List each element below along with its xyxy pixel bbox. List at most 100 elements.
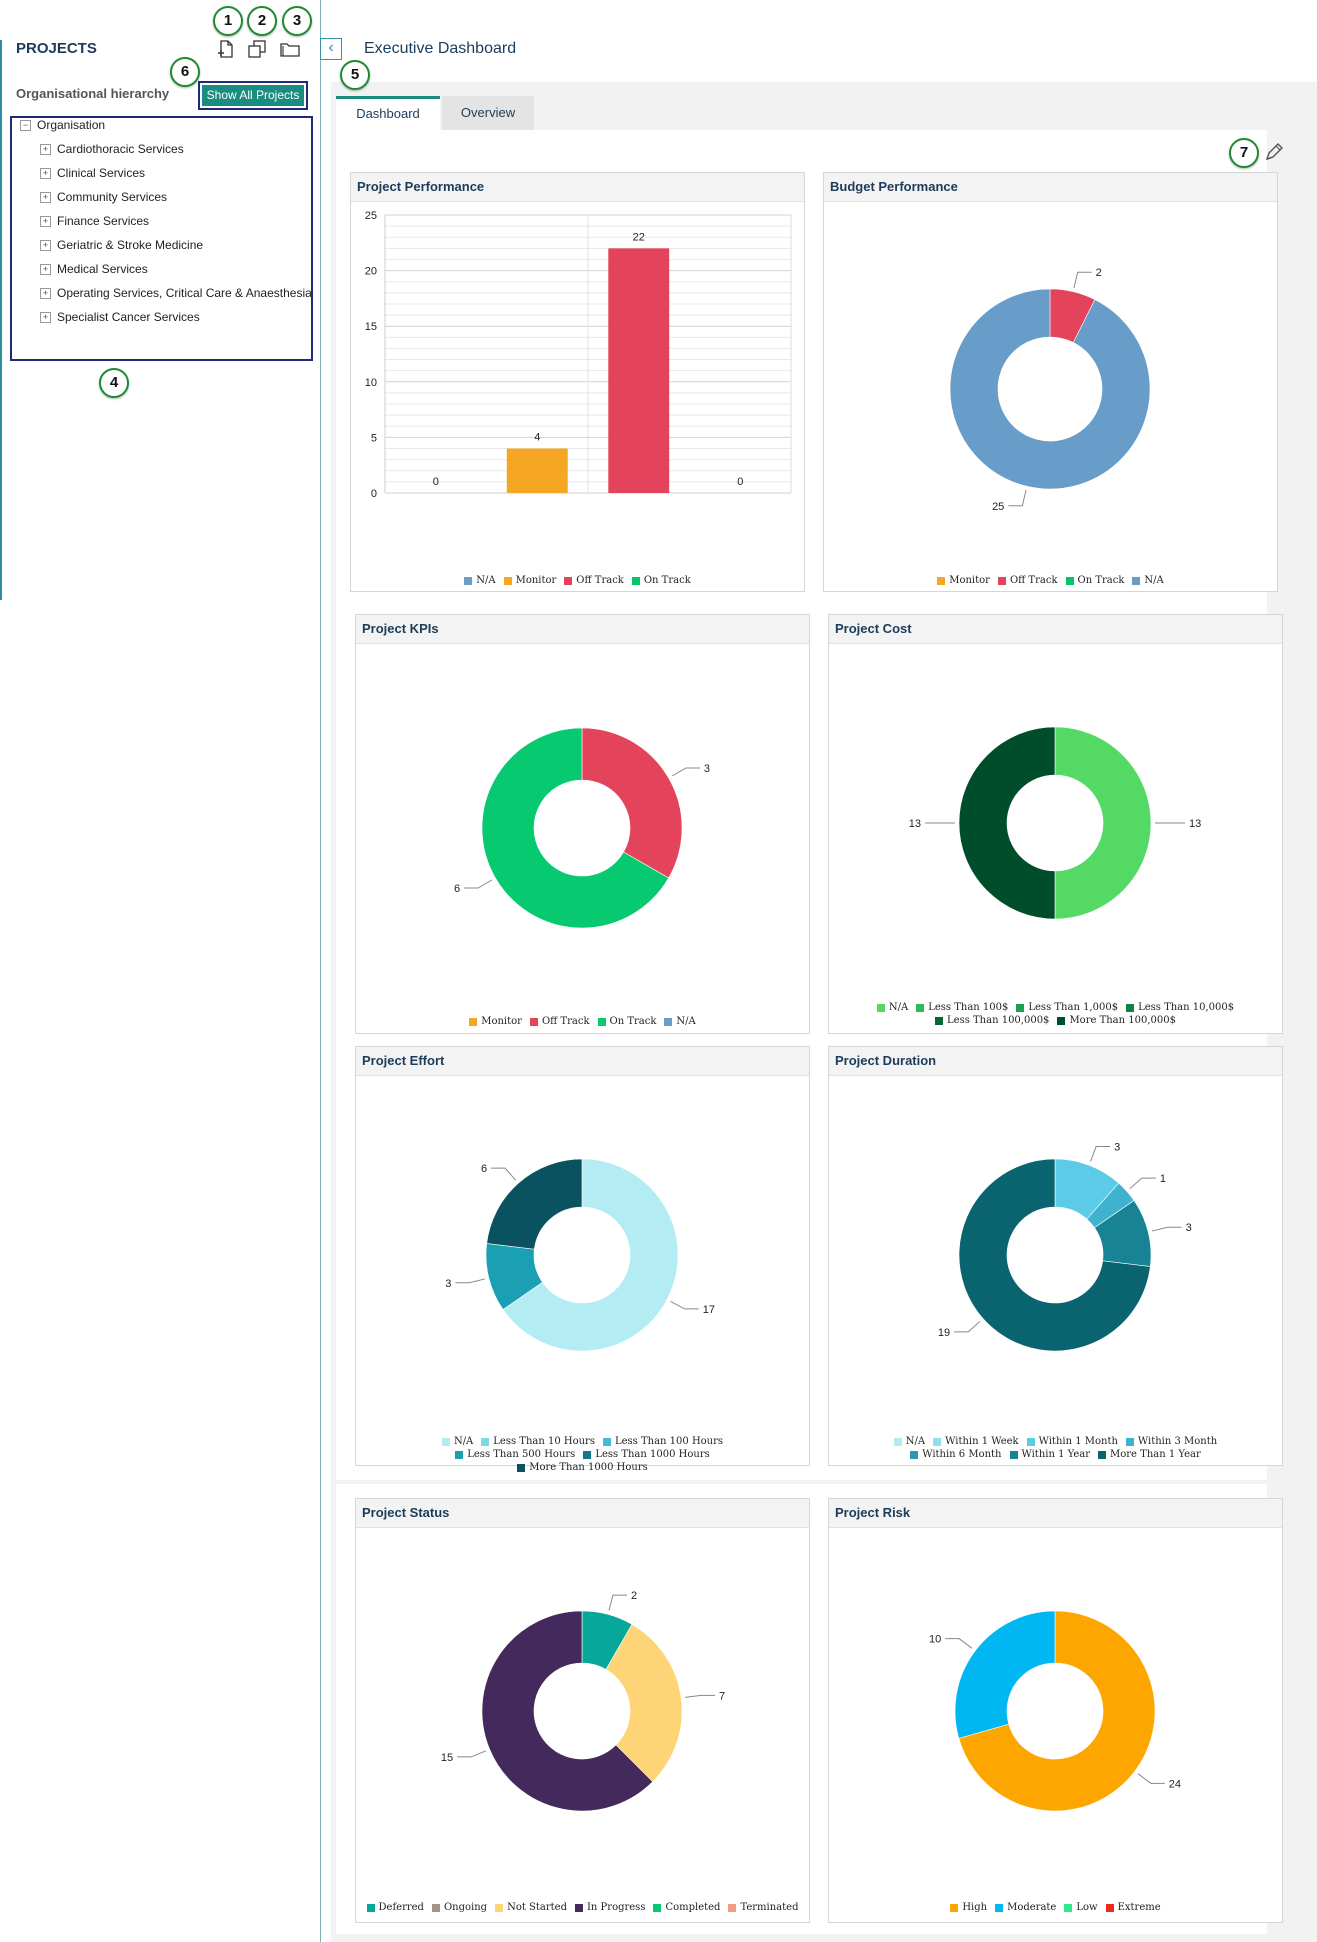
slice-less-than-100[interactable] xyxy=(1054,726,1152,920)
legend-swatch xyxy=(933,1437,942,1446)
legend-item-less-than-10-hours[interactable]: Less Than 10 Hours xyxy=(481,1435,595,1448)
legend-label: N/A xyxy=(676,1016,696,1027)
pencil-icon[interactable] xyxy=(1262,140,1286,164)
slice-on-track[interactable] xyxy=(481,727,670,929)
legend-item-less-than-500-hours[interactable]: Less Than 500 Hours xyxy=(455,1448,575,1461)
legend-item-off-track[interactable]: Off Track xyxy=(564,574,624,587)
legend-item-n-a[interactable]: N/A xyxy=(664,1015,696,1028)
legend-item-off-track[interactable]: Off Track xyxy=(529,1015,590,1028)
callout-marker: 3 xyxy=(282,6,312,36)
legend-label: On Track xyxy=(1077,575,1125,586)
slice-moderate[interactable] xyxy=(954,1610,1056,1739)
legend-item-on-track[interactable]: On Track xyxy=(597,1015,656,1028)
tree-item[interactable]: + Community Services xyxy=(40,190,167,204)
expand-toggle-icon[interactable]: + xyxy=(40,288,51,300)
expand-toggle-icon[interactable]: + xyxy=(40,168,51,180)
add-page-icon[interactable] xyxy=(215,38,237,60)
collapse-panel-button[interactable]: ‹ xyxy=(320,38,342,60)
legend-item-moderate[interactable]: Moderate xyxy=(995,1901,1056,1914)
tab-overview[interactable]: Overview xyxy=(442,96,534,130)
tree-item[interactable]: + Geriatric & Stroke Medicine xyxy=(40,238,203,252)
bar-monitor[interactable] xyxy=(506,448,568,493)
legend-swatch xyxy=(1126,1003,1135,1012)
leader-line xyxy=(670,1301,699,1310)
legend-item-less-than-1-000[interactable]: Less Than 1,000$ xyxy=(1016,1001,1118,1014)
legend-item-more-than-100-000[interactable]: More Than 100,000$ xyxy=(1057,1014,1176,1027)
expand-toggle-icon[interactable]: + xyxy=(40,264,51,276)
legend-item-less-than-100-hours[interactable]: Less Than 100 Hours xyxy=(602,1435,723,1448)
expand-toggle-icon[interactable]: + xyxy=(40,216,51,228)
legend-item-monitor[interactable]: Monitor xyxy=(937,574,990,587)
slice-within-6-month[interactable] xyxy=(958,1158,1151,1352)
legend-item-completed[interactable]: Completed xyxy=(653,1901,720,1914)
legend-item-terminated[interactable]: Terminated xyxy=(728,1901,798,1914)
slice-not-started[interactable] xyxy=(605,1623,683,1783)
legend-item-within-6-month[interactable]: Within 6 Month xyxy=(910,1448,1002,1461)
legend-item-monitor[interactable]: Monitor xyxy=(469,1015,522,1028)
legend-item-monitor[interactable]: Monitor xyxy=(503,574,556,587)
legend-item-within-1-month[interactable]: Within 1 Month xyxy=(1026,1435,1118,1448)
slice-n-a[interactable] xyxy=(502,1158,679,1352)
legend-item-n-a[interactable]: N/A xyxy=(876,1001,908,1014)
legend-item-not-started[interactable]: Not Started xyxy=(495,1901,567,1914)
leader-line xyxy=(464,879,493,889)
folder-icon[interactable] xyxy=(279,38,301,60)
legend-item-ongoing[interactable]: Ongoing xyxy=(431,1901,488,1914)
expand-toggle-icon[interactable]: + xyxy=(40,240,51,252)
legend-item-less-than-1000-hours[interactable]: Less Than 1000 Hours xyxy=(583,1448,710,1461)
legend-item-more-than-1-year[interactable]: More Than 1 Year xyxy=(1098,1448,1201,1461)
slice-off-track[interactable] xyxy=(581,727,683,879)
expand-toggle-icon[interactable]: + xyxy=(40,192,51,204)
collapse-toggle-icon[interactable]: − xyxy=(20,120,31,132)
show-all-projects-button[interactable]: Show All Projects xyxy=(198,81,308,110)
legend-item-n-a[interactable]: N/A xyxy=(1132,574,1164,587)
legend-item-n-a[interactable]: N/A xyxy=(464,574,496,587)
legend-item-deferred[interactable]: Deferred xyxy=(366,1901,424,1914)
project-performance-chart: 0 5 10 15 20 25 0 4 22 0 xyxy=(365,210,792,500)
legend-item-less-than-10-000[interactable]: Less Than 10,000$ xyxy=(1126,1001,1234,1014)
legend-item-less-than-100[interactable]: Less Than 100$ xyxy=(916,1001,1008,1014)
slice-in-progress[interactable] xyxy=(481,1610,654,1812)
legend-item-low[interactable]: Low xyxy=(1064,1901,1098,1914)
data-label: 13 xyxy=(909,818,921,830)
tree-item[interactable]: + Cardiothoracic Services xyxy=(40,142,184,156)
tree-item[interactable]: + Finance Services xyxy=(40,214,149,228)
tree-item[interactable]: + Specialist Cancer Services xyxy=(40,310,200,324)
leader-line xyxy=(1073,271,1092,288)
expand-toggle-icon[interactable]: + xyxy=(40,144,51,156)
legend-item-on-track[interactable]: On Track xyxy=(1065,574,1125,587)
legend-swatch xyxy=(1065,576,1074,585)
legend-item-within-1-week[interactable]: Within 1 Week xyxy=(933,1435,1019,1448)
bar-off-track[interactable] xyxy=(608,248,670,493)
tree-root[interactable]: − Organisation xyxy=(20,118,105,132)
legend-item-more-than-1000-hours[interactable]: More Than 1000 Hours xyxy=(517,1461,648,1474)
legend-swatch xyxy=(664,1017,673,1026)
legend-item-high[interactable]: High xyxy=(950,1901,987,1914)
legend-label: Ongoing xyxy=(443,1902,488,1913)
legend-item-in-progress[interactable]: In Progress xyxy=(574,1901,645,1914)
legend-item-within-1-year[interactable]: Within 1 Year xyxy=(1009,1448,1090,1461)
legend-label: High xyxy=(962,1902,988,1913)
chart-legend: N/A Monitor Off Track On Track xyxy=(351,574,804,587)
tree-item[interactable]: + Operating Services, Critical Care & Ana… xyxy=(40,286,312,300)
legend-item-n-a[interactable]: N/A xyxy=(893,1435,925,1448)
legend-item-extreme[interactable]: Extreme xyxy=(1105,1901,1161,1914)
legend-item-n-a[interactable]: N/A xyxy=(441,1435,473,1448)
card-project-risk: Project Risk 24 10 High Moderate Low Extreme xyxy=(828,1498,1283,1923)
slice-high[interactable] xyxy=(958,1610,1156,1812)
data-label: 2 xyxy=(631,1590,637,1602)
tree-item[interactable]: + Clinical Services xyxy=(40,166,145,180)
legend-item-off-track[interactable]: Off Track xyxy=(997,574,1058,587)
tab-dashboard[interactable]: Dashboard xyxy=(336,96,440,130)
card-title: Project Duration xyxy=(829,1047,1282,1076)
legend-item-on-track[interactable]: On Track xyxy=(631,574,691,587)
copy-icon[interactable] xyxy=(246,38,268,60)
tree-item[interactable]: + Medical Services xyxy=(40,262,148,276)
slice-more-than-100-000[interactable] xyxy=(958,726,1056,920)
slice-n-a[interactable] xyxy=(949,288,1151,490)
legend-item-less-than-100-000[interactable]: Less Than 100,000$ xyxy=(935,1014,1049,1027)
legend-item-within-3-month[interactable]: Within 3 Month xyxy=(1125,1435,1217,1448)
legend-swatch xyxy=(1132,576,1141,585)
expand-toggle-icon[interactable]: + xyxy=(40,312,51,324)
slice-less-than-1000-hours[interactable] xyxy=(486,1158,583,1250)
